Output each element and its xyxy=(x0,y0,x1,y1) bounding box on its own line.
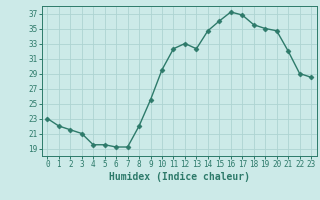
X-axis label: Humidex (Indice chaleur): Humidex (Indice chaleur) xyxy=(109,172,250,182)
